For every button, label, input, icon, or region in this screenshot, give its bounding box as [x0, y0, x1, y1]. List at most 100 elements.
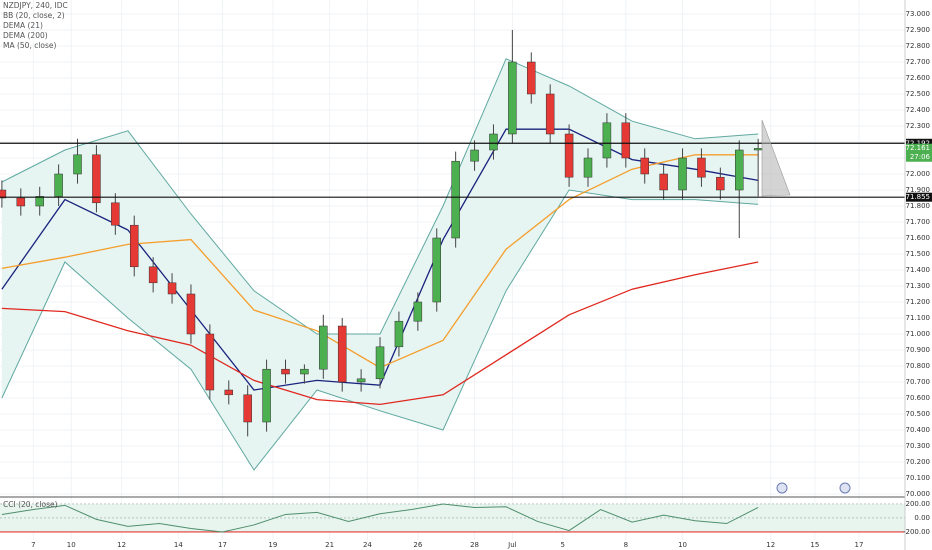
candle-body — [54, 173, 63, 197]
candle-body — [186, 293, 196, 335]
candle-body — [545, 93, 555, 135]
candle-body — [205, 333, 215, 391]
candle-body — [583, 157, 593, 178]
countdown: 27:06 — [910, 153, 931, 161]
band-upper — [1, 58, 759, 335]
oscillator-tick-label: 0.00 — [914, 514, 930, 522]
x-tick-label: 12 — [766, 541, 775, 549]
y-tick-label: 71.000 — [906, 330, 931, 338]
candle-body — [319, 325, 328, 370]
x-tick-label: 14 — [174, 541, 183, 549]
candle-body — [564, 133, 574, 178]
candle-body — [432, 237, 441, 303]
band-lower — [1, 189, 759, 471]
y-tick-label: 71.600 — [906, 234, 931, 242]
y-tick-label: 71.900 — [906, 186, 931, 194]
x-tick-label: 24 — [363, 541, 372, 549]
y-tick-label: 72.000 — [906, 170, 931, 178]
y-tick-label: 72.900 — [906, 26, 931, 34]
candle-body — [621, 122, 631, 159]
symbol-title: NZDJPY, 240, IDC — [3, 1, 68, 10]
event-icon[interactable] — [839, 482, 851, 494]
x-tick-label: 12 — [117, 541, 126, 549]
candle-body — [92, 154, 101, 204]
x-tick-label: 19 — [268, 541, 277, 549]
y-tick-label: 70.100 — [906, 474, 931, 482]
x-tick-label: 7 — [31, 541, 35, 549]
candle-body — [640, 157, 649, 175]
oscillator-tick-label: -200.00 — [903, 528, 930, 536]
x-tick-label: 10 — [678, 541, 687, 549]
y-tick-label: 71.200 — [906, 298, 931, 306]
oscillator-title: CCI (20, close) — [3, 500, 58, 509]
y-tick-label: 70.800 — [906, 362, 931, 370]
candle-body — [659, 173, 668, 191]
candle-body — [243, 394, 252, 423]
candle-body — [413, 301, 423, 322]
candle-body — [224, 389, 234, 396]
last-price-tag — [906, 143, 932, 162]
x-tick-label: 26 — [413, 541, 422, 549]
level-tag — [906, 138, 932, 148]
oscillator-line — [1, 503, 759, 533]
candle-body — [337, 325, 347, 383]
legend-entry: DEMA (21) — [3, 21, 43, 30]
y-tick-label: 71.400 — [906, 266, 931, 274]
candle-body — [753, 148, 763, 151]
y-tick-label: 72.700 — [906, 58, 931, 66]
y-tick-label: 70.500 — [906, 410, 931, 418]
y-tick-label: 71.300 — [906, 282, 931, 290]
candle-body — [716, 176, 725, 191]
candle-body — [262, 368, 271, 423]
y-tick-label: 71.700 — [906, 218, 931, 226]
y-tick-label: 71.800 — [906, 202, 931, 210]
legend-entry: MA (50, close) — [3, 41, 57, 50]
candle-body — [300, 368, 309, 375]
x-tick-label: 5 — [561, 541, 565, 549]
x-tick-label: 15 — [810, 541, 819, 549]
x-tick-label: 8 — [624, 541, 628, 549]
x-tick-label: 10 — [67, 541, 76, 549]
level-label: 71.855 — [906, 193, 931, 201]
level-tag — [906, 192, 932, 202]
y-tick-label: 72.400 — [906, 106, 931, 114]
candle-body — [129, 224, 139, 268]
candle-body — [375, 346, 385, 380]
candle-body — [697, 157, 706, 178]
candle-body — [73, 154, 82, 175]
candle-body — [111, 202, 120, 226]
x-tick-label: Jul — [507, 541, 517, 549]
y-tick-label: 70.200 — [906, 458, 931, 466]
x-tick-label: 28 — [470, 541, 479, 549]
y-tick-label: 71.100 — [906, 314, 931, 322]
x-tick-label: 17 — [855, 541, 864, 549]
candle-body — [735, 149, 744, 191]
y-tick-label: 72.500 — [906, 90, 931, 98]
event-icon[interactable] — [776, 482, 788, 494]
y-tick-label: 73.000 — [906, 10, 931, 18]
candle-body — [527, 61, 536, 95]
level-label: 72.192 — [906, 139, 931, 147]
y-tick-label: 70.300 — [906, 442, 931, 450]
y-tick-label: 72.600 — [906, 74, 931, 82]
candle-body — [451, 160, 460, 239]
candle-body — [678, 157, 687, 191]
x-tick-label: 17 — [218, 541, 227, 549]
last-price-label: 72.161 — [906, 144, 931, 152]
candle-body — [35, 196, 44, 207]
candle-body — [602, 122, 612, 159]
candle-body — [489, 133, 498, 151]
legend-entry: BB (20, close, 2) — [3, 11, 65, 20]
x-tick-label: 21 — [325, 541, 334, 549]
candle-body — [508, 61, 517, 135]
y-tick-label: 72.300 — [906, 122, 931, 130]
candle-body — [148, 266, 158, 284]
candle-body — [394, 320, 404, 348]
y-tick-label: 70.700 — [906, 378, 931, 386]
candle-body — [281, 368, 290, 375]
candle-body — [16, 197, 26, 207]
candle-body — [470, 149, 479, 162]
candle-body — [167, 282, 177, 295]
y-tick-label: 72.800 — [906, 42, 931, 50]
